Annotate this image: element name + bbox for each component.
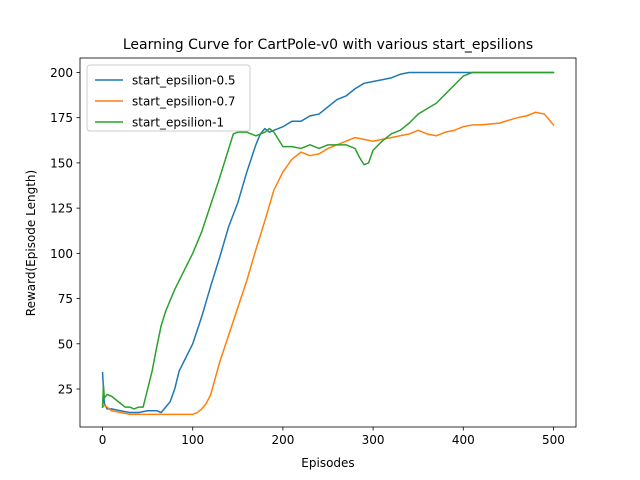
series-line-1 [101, 71, 555, 414]
legend-label-3: start_epsilion-1 [132, 116, 224, 130]
y-tick-label: 125 [50, 202, 73, 216]
x-tick-label: 100 [181, 433, 204, 447]
legend-label-1: start_epsilion-0.5 [132, 74, 236, 88]
legend-box [86, 64, 251, 132]
x-tick-label: 200 [271, 433, 294, 447]
x-tick-label: 0 [99, 433, 107, 447]
x-tick-label: 300 [362, 433, 385, 447]
legend-label-2: start_epsilion-0.7 [132, 95, 236, 109]
series-layer [101, 71, 555, 416]
y-tick-label: 200 [50, 66, 73, 80]
y-tick-label: 100 [50, 247, 73, 261]
plot-frame [79, 57, 577, 428]
y-axis-label: Reward(Episode Length) [24, 170, 38, 316]
x-tick-label: 400 [452, 433, 475, 447]
chart-title: Learning Curve for CartPole-v0 with vari… [123, 37, 533, 53]
y-tick-label: 150 [50, 156, 73, 170]
series-line-2 [101, 111, 555, 416]
legend: start_epsilion-0.5 start_epsilion-0.7star… [86, 64, 251, 132]
x-tick-label: 500 [542, 433, 565, 447]
y-tick-label: 25 [58, 383, 73, 397]
series-line-3 [101, 71, 555, 410]
y-tick-label: 75 [58, 292, 73, 306]
x-axis-label: Episodes [301, 456, 354, 470]
y-tick-label: 50 [58, 337, 73, 351]
y-tick-label: 175 [50, 111, 73, 125]
axes-layer: 0 100 200 300 400 500 25 50 75 100 125 150 175 200 [50, 57, 577, 447]
